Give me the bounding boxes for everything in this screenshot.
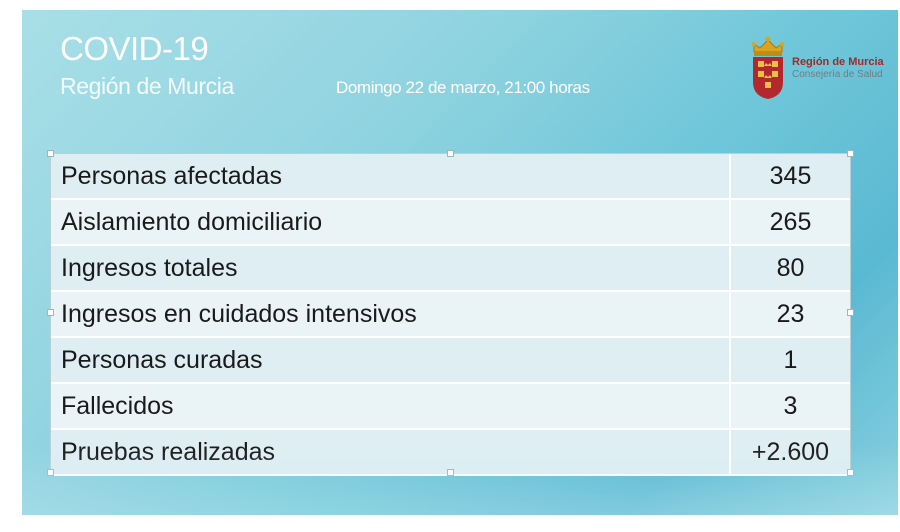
row-label: Pruebas realizadas <box>51 429 731 476</box>
coat-of-arms-icon <box>752 36 784 99</box>
stats-table: Personas afectadas 345 Aislamiento domic… <box>51 154 850 476</box>
resize-handle-bottom-middle[interactable] <box>447 469 454 476</box>
logo-department-text: Consejería de Salud <box>792 69 883 80</box>
row-value: 23 <box>730 291 850 338</box>
table-row: Aislamiento domiciliario 265 <box>51 199 850 246</box>
table-row: Personas afectadas 345 <box>51 154 850 200</box>
row-value: 3 <box>730 383 850 430</box>
table-row: Pruebas realizadas +2.600 <box>51 429 850 476</box>
resize-handle-top-left[interactable] <box>47 150 54 157</box>
row-value: +2.600 <box>730 429 850 476</box>
row-label: Ingresos en cuidados intensivos <box>51 291 731 338</box>
region-logo: Región de Murcia Consejería de Salud <box>750 34 890 104</box>
table-row: Ingresos totales 80 <box>51 245 850 292</box>
resize-handle-middle-left[interactable] <box>47 309 54 316</box>
table-row: Fallecidos 3 <box>51 383 850 430</box>
slide-title: COVID-19 <box>60 30 209 67</box>
table-row: Ingresos en cuidados intensivos 23 <box>51 291 850 338</box>
row-value: 345 <box>730 154 850 200</box>
resize-handle-bottom-right[interactable] <box>847 469 854 476</box>
row-value: 1 <box>730 337 850 384</box>
resize-handle-top-middle[interactable] <box>447 150 454 157</box>
resize-handle-top-right[interactable] <box>847 150 854 157</box>
logo-region-text: Región de Murcia <box>792 56 884 68</box>
row-label: Personas afectadas <box>51 154 731 200</box>
row-label: Ingresos totales <box>51 245 731 292</box>
slide-subtitle: Región de Murcia <box>60 73 234 99</box>
stats-table-frame[interactable]: Personas afectadas 345 Aislamiento domic… <box>50 153 851 476</box>
resize-handle-bottom-left[interactable] <box>47 469 54 476</box>
row-label: Personas curadas <box>51 337 731 384</box>
slide: COVID-19 Región de Murcia Domingo 22 de … <box>22 10 898 515</box>
row-label: Fallecidos <box>51 383 731 430</box>
report-date: Domingo 22 de marzo, 21:00 horas <box>336 78 590 97</box>
table-row: Personas curadas 1 <box>51 337 850 384</box>
row-value: 265 <box>730 199 850 246</box>
row-label: Aislamiento domiciliario <box>51 199 731 246</box>
resize-handle-middle-right[interactable] <box>847 309 854 316</box>
row-value: 80 <box>730 245 850 292</box>
